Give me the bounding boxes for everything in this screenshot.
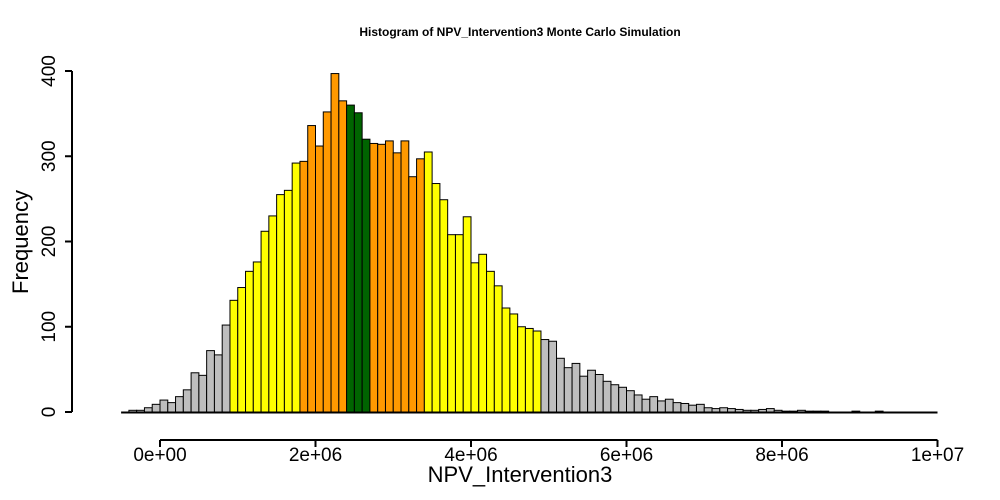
histogram-bar xyxy=(532,330,542,413)
histogram-bar xyxy=(447,234,456,413)
histogram-bar xyxy=(454,234,464,413)
histogram-bar xyxy=(299,160,309,413)
histogram-bar xyxy=(610,384,620,413)
histogram-bar xyxy=(353,112,363,413)
histogram-bar xyxy=(143,407,153,413)
histogram-bar xyxy=(338,100,348,413)
y-axis-ticks: 0 100 200 300 400 xyxy=(39,55,72,417)
histogram-bar xyxy=(182,389,192,413)
x-tick-label: 0e+00 xyxy=(133,445,186,466)
histogram-bar xyxy=(509,313,519,413)
histogram-bars xyxy=(128,73,884,413)
histogram-bar xyxy=(664,398,674,413)
histogram-bar xyxy=(602,380,612,413)
histogram-bar xyxy=(369,142,379,413)
y-tick-label: 0 xyxy=(39,407,60,418)
y-tick-label: 400 xyxy=(39,55,60,87)
histogram-bar xyxy=(213,354,223,413)
histogram-bar xyxy=(198,374,208,413)
histogram-bar xyxy=(229,299,239,413)
histogram-bar xyxy=(649,396,659,413)
histogram-bar xyxy=(408,176,418,413)
x-axis-ticks: 0e+00 2e+06 4e+06 6e+06 8e+06 1e+07 xyxy=(133,439,964,466)
histogram-bar xyxy=(688,404,697,413)
histogram-bar xyxy=(400,140,410,413)
histogram-bar xyxy=(307,125,317,413)
histogram-bar xyxy=(462,216,472,413)
histogram-bar xyxy=(517,326,526,413)
histogram-bar xyxy=(377,143,386,413)
histogram-bar xyxy=(423,151,433,413)
y-tick-label: 100 xyxy=(39,311,60,343)
y-tick-label: 300 xyxy=(39,140,60,172)
histogram-bar xyxy=(540,339,550,413)
histogram-bar xyxy=(571,362,581,413)
histogram-bar xyxy=(579,375,589,413)
x-tick-label: 8e+06 xyxy=(755,445,808,466)
histogram-bar xyxy=(486,270,495,413)
histogram-bar xyxy=(633,394,643,413)
histogram-bar xyxy=(493,285,503,413)
histogram-bar xyxy=(548,340,558,413)
histogram-bar xyxy=(384,140,394,413)
histogram-bar xyxy=(626,390,635,413)
histogram-bar xyxy=(175,396,184,413)
histogram-bar xyxy=(167,402,177,413)
histogram-bar xyxy=(563,367,573,413)
y-axis-title: Frequency xyxy=(8,190,33,294)
histogram-bar xyxy=(315,145,324,413)
histogram-bar xyxy=(641,398,651,413)
histogram-bar xyxy=(206,350,215,413)
histogram-bar xyxy=(711,408,721,413)
histogram-bar xyxy=(151,403,161,413)
histogram-bar xyxy=(392,152,402,413)
x-axis-title: NPV_Intervention3 xyxy=(428,462,613,487)
histogram-bar xyxy=(719,407,729,413)
histogram-bar xyxy=(594,373,604,413)
histogram-bar xyxy=(439,199,449,413)
histogram-bar xyxy=(727,408,736,413)
x-tick-label: 1e+07 xyxy=(911,445,964,466)
histogram-bar xyxy=(291,162,301,413)
histogram-bar xyxy=(524,327,534,413)
histogram-bar xyxy=(680,402,690,413)
histogram-bar xyxy=(330,73,340,413)
histogram-bar xyxy=(361,138,371,413)
histogram-bar xyxy=(221,324,231,413)
histogram-bar xyxy=(501,307,511,413)
histogram-bar xyxy=(703,407,713,413)
histogram-bar xyxy=(252,261,262,413)
histogram-bar xyxy=(587,369,596,413)
chart-title: Histogram of NPV_Intervention3 Monte Car… xyxy=(359,25,680,39)
histogram-bar xyxy=(657,400,666,413)
histogram-bar xyxy=(765,408,775,413)
histogram-bar xyxy=(478,253,488,413)
histogram-bar xyxy=(190,372,200,413)
histogram-bar xyxy=(672,402,682,413)
x-tick-label: 4e+06 xyxy=(444,445,497,466)
histogram-bar xyxy=(618,386,627,413)
histogram-bar xyxy=(245,270,254,413)
histogram-bar xyxy=(346,104,355,413)
histogram-bar xyxy=(159,399,169,413)
histogram-bar xyxy=(283,189,293,413)
histogram-bar xyxy=(470,262,480,413)
x-tick-label: 6e+06 xyxy=(600,445,653,466)
histogram-bar xyxy=(322,111,332,413)
histogram-bar xyxy=(276,194,285,413)
histogram-bar xyxy=(260,230,270,413)
histogram-bar xyxy=(695,403,705,413)
x-tick-label: 2e+06 xyxy=(289,445,342,466)
histogram-bar xyxy=(268,215,278,413)
histogram-bar xyxy=(237,287,247,413)
histogram-bar xyxy=(416,158,425,413)
histogram-bar xyxy=(431,183,441,413)
histogram-bar xyxy=(556,357,565,413)
y-tick-label: 200 xyxy=(39,226,60,258)
